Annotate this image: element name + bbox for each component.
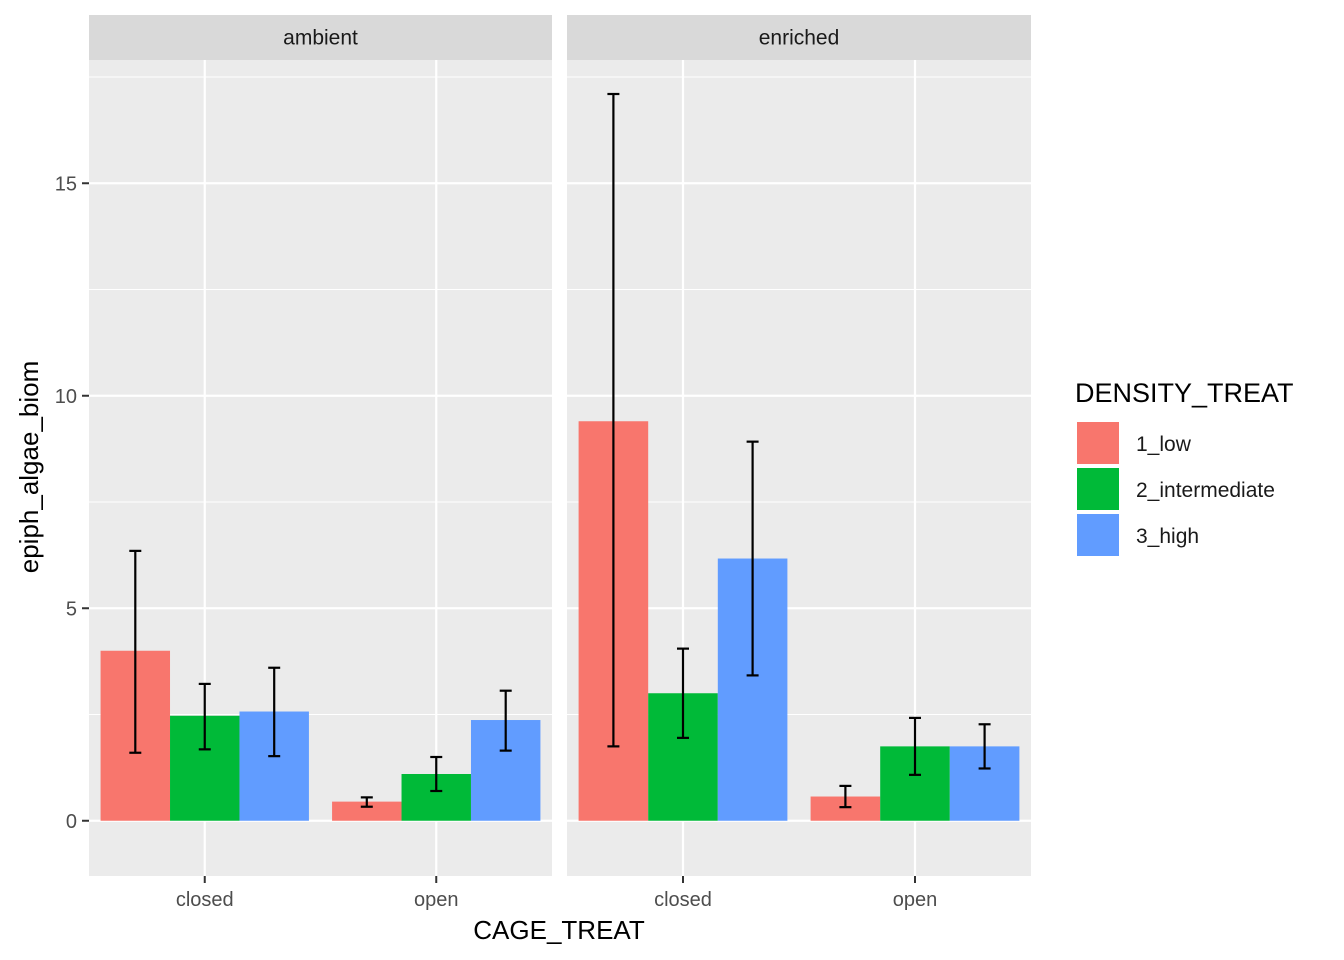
bars-layer	[100, 421, 1020, 821]
legend-key-3_high	[1077, 514, 1119, 556]
legend-title: DENSITY_TREAT	[1075, 378, 1294, 408]
y-tick-label-10: 10	[55, 386, 77, 408]
errorbar-enriched-closed-3_high	[746, 440, 759, 677]
errorbars-layer	[129, 92, 991, 809]
bar-ambient-open-1_low	[332, 801, 402, 821]
legend: DENSITY_TREAT 1_low 2_intermediate 3_high	[1075, 378, 1294, 556]
legend-label-3_high: 3_high	[1136, 525, 1199, 548]
y-tick-label-15: 15	[55, 173, 77, 195]
errorbar-enriched-closed-2_intermediate	[677, 647, 689, 739]
errorbar-enriched-closed-1_low	[607, 92, 620, 748]
facet-label-ambient: ambient	[283, 27, 358, 50]
errorbar-ambient-open-2_intermediate	[430, 755, 443, 793]
x-tick-label-ambient-open: open	[414, 889, 459, 911]
x-tick-label-ambient-closed: closed	[176, 889, 234, 911]
legend-key-2_intermediate	[1077, 468, 1119, 510]
facet-strip-ambient	[89, 15, 552, 60]
errorbar-enriched-open-1_low	[839, 784, 852, 809]
axes-layer: closed open closed open 0 5 10 15	[55, 173, 938, 911]
facet-label-enriched: enriched	[759, 27, 840, 50]
x-tick-label-enriched-open: open	[893, 889, 938, 911]
legend-label-1_low: 1_low	[1136, 433, 1192, 456]
y-axis-title: epiph_algae_biom	[14, 361, 44, 574]
y-tick-label-5: 5	[66, 598, 77, 620]
legend-label-2_intermediate: 2_intermediate	[1136, 479, 1275, 502]
errorbar-ambient-closed-3_high	[268, 666, 281, 758]
errorbar-ambient-open-3_high	[499, 689, 512, 752]
facet-strip-enriched	[567, 15, 1031, 60]
x-axis-title: CAGE_TREAT	[473, 915, 645, 945]
legend-key-1_low	[1077, 422, 1119, 464]
errorbar-ambient-closed-1_low	[129, 549, 142, 754]
errorbar-enriched-open-3_high	[978, 723, 991, 770]
errorbar-ambient-open-1_low	[360, 796, 373, 808]
x-tick-label-enriched-closed: closed	[654, 889, 712, 911]
errorbar-enriched-open-2_intermediate	[909, 716, 921, 776]
y-tick-label-0: 0	[66, 811, 77, 833]
errorbar-ambient-closed-2_intermediate	[198, 682, 211, 751]
